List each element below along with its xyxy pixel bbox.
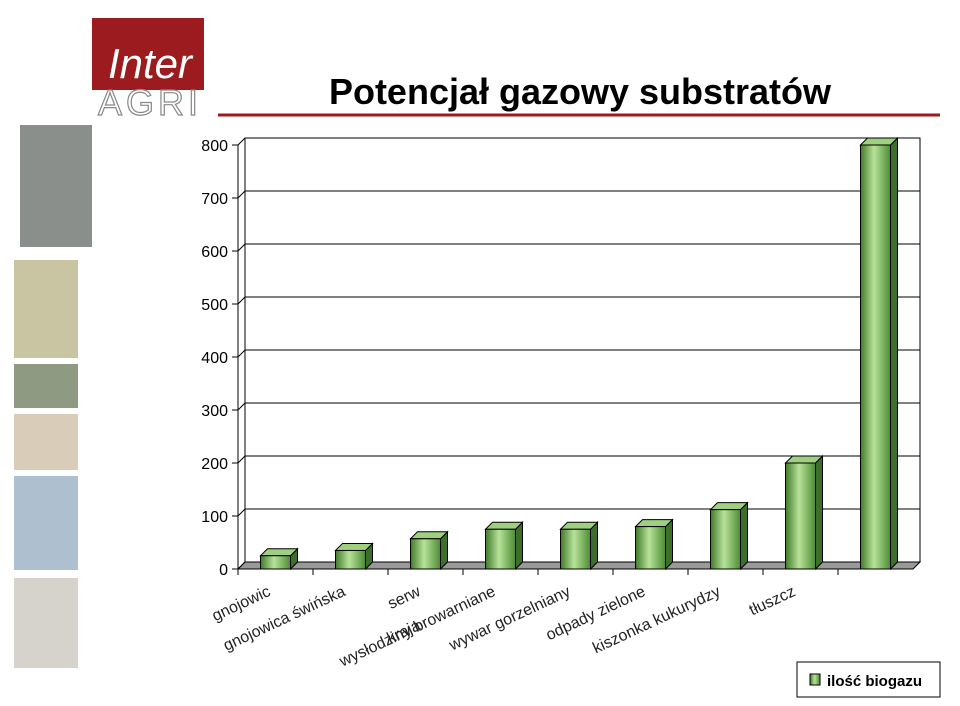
bar [635,526,666,570]
bar-top [334,542,374,551]
bar-top [259,548,299,557]
bar [335,549,366,570]
grid-link [237,561,246,570]
photo [14,414,78,470]
grid-link [237,243,246,252]
y-tick-label: 200 [201,456,228,473]
logo-top: Inter [108,40,194,87]
x-tick-label: kiszonka kukurydzy [590,583,723,657]
bar-side [665,518,673,571]
legend-label: ilość biogazu [827,673,922,690]
grid-link [237,455,246,464]
bar-top [634,519,674,528]
x-tick-label: tłuszcz [747,583,799,619]
bar-side [890,136,898,571]
bar [485,528,516,570]
grid-link [237,296,246,305]
photo [14,476,78,570]
y-tick-label: 0 [219,562,228,579]
bar-top [484,521,524,530]
x-tick-label: serw [385,583,423,613]
y-tick-label: 500 [201,297,228,314]
y-tick-label: 600 [201,244,228,261]
photo [14,578,78,668]
bar-top [409,531,449,540]
bar-side [740,501,748,571]
photo [20,125,92,247]
y-tick-label: 100 [201,509,228,526]
bar-side [590,521,598,571]
bar-side [515,521,523,571]
y-tick-label: 300 [201,403,228,420]
bar [560,528,591,570]
x-tick-label: gnojowica świńska [221,583,348,654]
grid-link [237,402,246,411]
y-tick-label: 700 [201,191,228,208]
logo-bottom: AGRI [98,82,202,123]
bar [260,555,291,570]
logo-box [92,18,204,90]
photo [14,364,78,408]
grid-link [237,137,246,146]
bar [860,144,891,570]
bar-top [709,502,749,511]
x-tick-label: wywar gorzelniany [446,583,573,654]
photo [14,260,78,358]
bar-top [784,455,824,464]
bar-top [559,521,599,530]
bar [710,509,741,570]
y-tick-label: 400 [201,350,228,367]
legend-swatch [809,673,821,686]
grid-link [237,190,246,199]
bar-top [859,137,899,146]
y-tick-label: 800 [201,138,228,155]
grid-link [237,349,246,358]
bar [785,462,816,570]
bar [410,538,441,570]
chart-title: Potencjał gazowy substratów [329,71,832,112]
grid-link [237,508,246,517]
legend [796,661,941,698]
bar-side [815,454,823,571]
